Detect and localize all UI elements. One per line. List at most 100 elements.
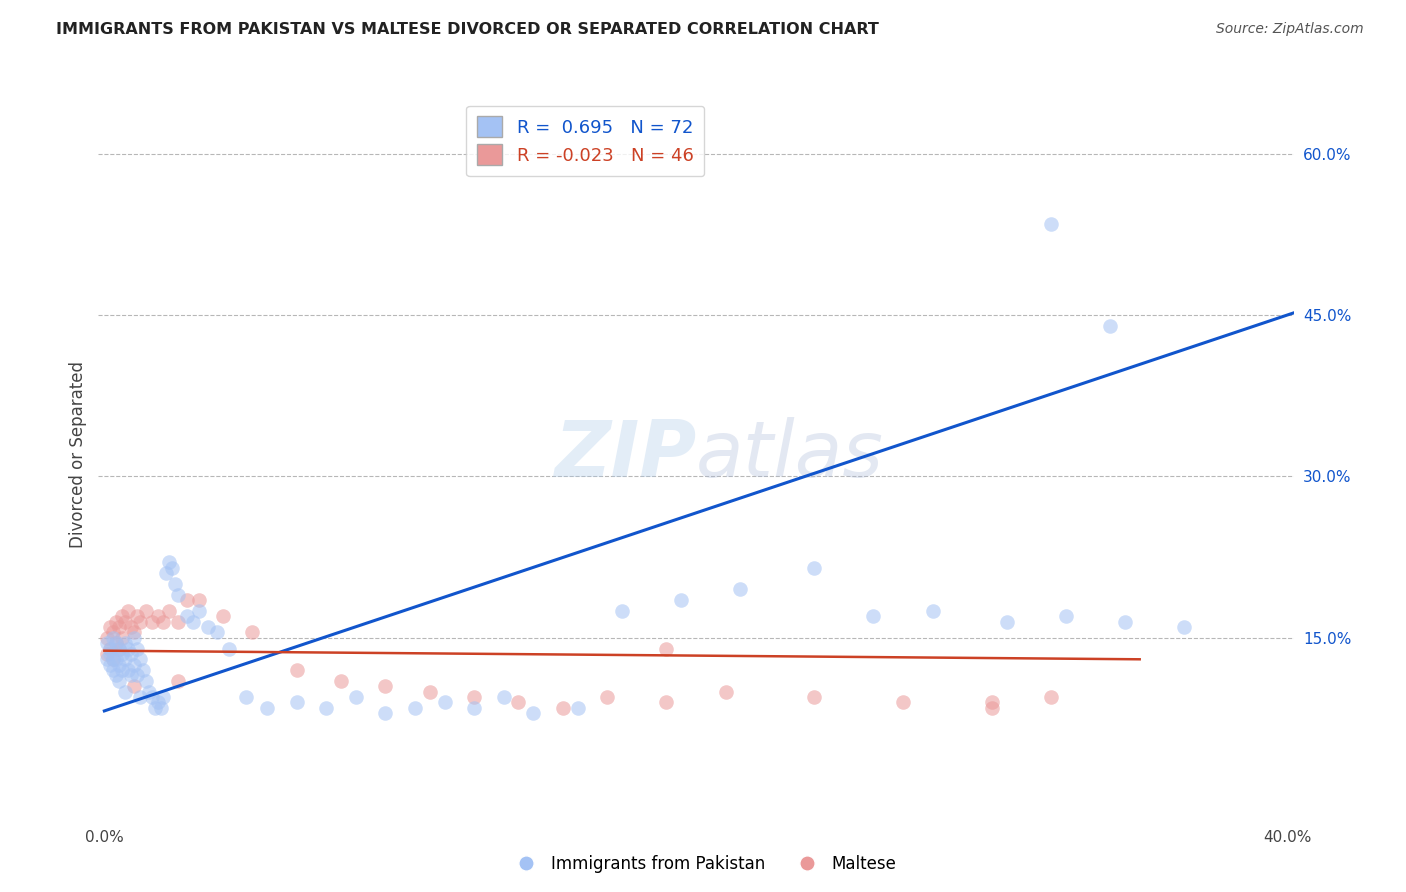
Text: atlas: atlas (696, 417, 884, 493)
Point (141, 690, 163, 704)
Point (111, 631, 134, 645)
Point (803, 561, 825, 575)
Point (1173, 620, 1195, 634)
Point (132, 663, 155, 677)
Point (96, 647, 118, 661)
Point (114, 684, 136, 698)
Point (152, 690, 174, 704)
Point (108, 673, 131, 688)
Point (98, 641, 121, 656)
Point (135, 604, 157, 618)
Point (120, 620, 142, 634)
Y-axis label: Divorced or Separated: Divorced or Separated (69, 361, 87, 549)
Point (235, 690, 257, 704)
Point (122, 631, 145, 645)
Point (1039, 217, 1062, 231)
Point (125, 668, 148, 682)
Point (1039, 690, 1062, 704)
Point (197, 620, 219, 634)
Point (125, 609, 148, 624)
Point (108, 641, 131, 656)
Point (285, 695, 308, 709)
Point (98, 641, 121, 656)
Point (117, 663, 139, 677)
Point (285, 663, 308, 677)
Point (105, 636, 128, 650)
Point (891, 695, 914, 709)
Point (96, 631, 118, 645)
Point (176, 609, 198, 624)
Point (105, 668, 128, 682)
Point (111, 663, 134, 677)
Point (218, 641, 240, 656)
Point (167, 588, 190, 602)
Point (567, 700, 589, 714)
Point (108, 657, 131, 672)
Point (125, 641, 148, 656)
Point (803, 690, 825, 704)
Point (96, 636, 118, 650)
Point (114, 615, 136, 629)
Point (240, 625, 263, 640)
Point (98, 620, 121, 634)
Point (105, 615, 128, 629)
Point (205, 625, 228, 640)
Point (120, 647, 142, 661)
Point (551, 700, 574, 714)
Point (135, 673, 157, 688)
Point (128, 690, 150, 704)
Point (122, 679, 145, 693)
Point (730, 582, 752, 597)
Point (1054, 609, 1077, 624)
Point (103, 663, 125, 677)
Point (120, 668, 142, 682)
Point (128, 652, 150, 666)
Point (330, 673, 353, 688)
Point (596, 690, 619, 704)
Text: ZIP: ZIP (554, 417, 696, 493)
Point (162, 561, 184, 575)
Point (995, 615, 1018, 629)
Point (1099, 318, 1122, 333)
Point (669, 593, 692, 607)
Point (155, 566, 177, 581)
Point (344, 690, 367, 704)
Point (157, 604, 180, 618)
Point (103, 625, 125, 640)
Point (508, 695, 530, 709)
Point (152, 615, 174, 629)
Point (655, 695, 678, 709)
Point (105, 652, 128, 666)
Point (522, 706, 544, 720)
Point (111, 609, 134, 624)
Text: Source: ZipAtlas.com: Source: ZipAtlas.com (1216, 22, 1364, 37)
Point (98, 657, 121, 672)
Point (404, 700, 426, 714)
Point (122, 625, 145, 640)
Point (980, 695, 1002, 709)
Point (103, 652, 125, 666)
Point (105, 636, 128, 650)
Point (117, 641, 139, 656)
Point (492, 690, 515, 704)
Point (980, 700, 1002, 714)
Point (176, 593, 198, 607)
Point (114, 652, 136, 666)
Point (188, 593, 211, 607)
Point (167, 673, 190, 688)
Point (108, 641, 131, 656)
Point (103, 652, 125, 666)
Point (463, 690, 485, 704)
Point (315, 700, 337, 714)
Point (157, 556, 180, 570)
Text: IMMIGRANTS FROM PAKISTAN VS MALTESE DIVORCED OR SEPARATED CORRELATION CHART: IMMIGRANTS FROM PAKISTAN VS MALTESE DIVO… (56, 22, 879, 37)
Legend: Immigrants from Pakistan, Maltese: Immigrants from Pakistan, Maltese (502, 848, 904, 880)
Point (188, 604, 211, 618)
Point (111, 647, 134, 661)
Point (108, 620, 131, 634)
Point (433, 695, 456, 709)
Point (714, 684, 737, 698)
Point (463, 700, 485, 714)
Point (374, 706, 396, 720)
Point (862, 609, 884, 624)
